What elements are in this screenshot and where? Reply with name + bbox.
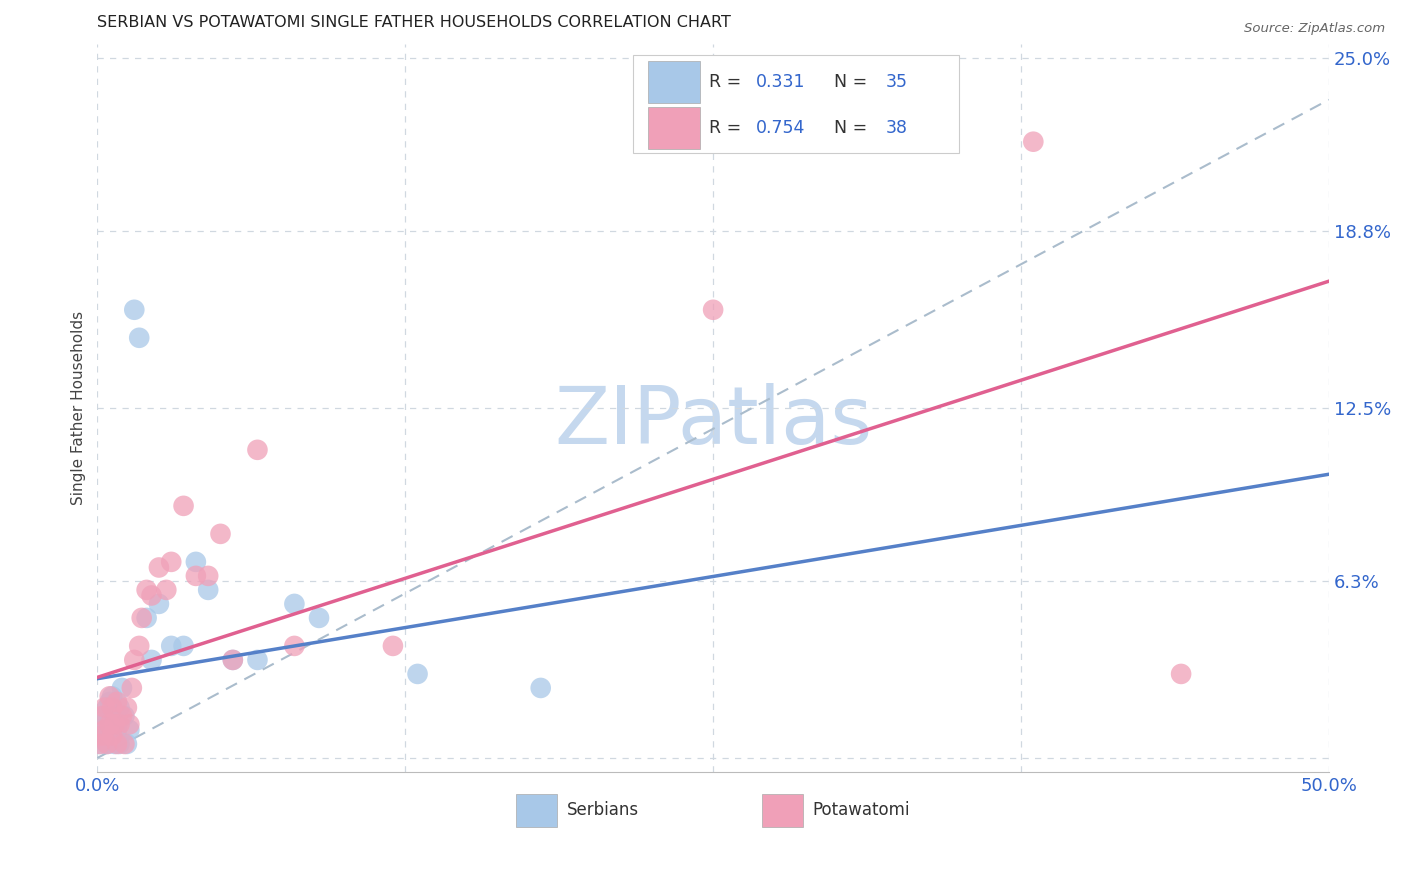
Point bbox=[111, 709, 134, 723]
Point bbox=[118, 723, 141, 737]
Text: SERBIAN VS POTAWATOMI SINGLE FATHER HOUSEHOLDS CORRELATION CHART: SERBIAN VS POTAWATOMI SINGLE FATHER HOUS… bbox=[97, 15, 731, 30]
Point bbox=[96, 737, 118, 751]
Point bbox=[1022, 135, 1045, 149]
Point bbox=[141, 653, 163, 667]
Point bbox=[93, 709, 115, 723]
Point bbox=[308, 611, 330, 625]
Point bbox=[184, 555, 207, 569]
Point bbox=[246, 442, 269, 457]
Point bbox=[148, 560, 170, 574]
Point bbox=[530, 681, 553, 695]
Text: 0.754: 0.754 bbox=[756, 120, 806, 137]
Point bbox=[93, 700, 115, 714]
Point bbox=[155, 582, 177, 597]
Point bbox=[246, 653, 269, 667]
Point bbox=[118, 717, 141, 731]
Point bbox=[108, 717, 131, 731]
Point bbox=[104, 737, 127, 751]
Point bbox=[222, 653, 245, 667]
Point bbox=[702, 302, 724, 317]
Text: R =: R = bbox=[710, 120, 747, 137]
Text: ZIPatlas: ZIPatlas bbox=[554, 384, 872, 461]
Point bbox=[128, 331, 150, 345]
Point bbox=[93, 723, 115, 737]
Point bbox=[89, 737, 111, 751]
Point bbox=[105, 695, 128, 709]
Point bbox=[173, 499, 195, 513]
Point bbox=[105, 737, 128, 751]
Point bbox=[93, 723, 115, 737]
Text: N =: N = bbox=[823, 120, 873, 137]
Text: 38: 38 bbox=[886, 120, 907, 137]
Text: Serbians: Serbians bbox=[567, 801, 638, 819]
Point bbox=[98, 695, 121, 709]
Point bbox=[101, 729, 124, 743]
Point bbox=[91, 729, 114, 743]
Text: 35: 35 bbox=[886, 72, 907, 91]
Text: Source: ZipAtlas.com: Source: ZipAtlas.com bbox=[1244, 22, 1385, 36]
Point bbox=[160, 639, 183, 653]
Point bbox=[108, 737, 131, 751]
Point bbox=[101, 700, 124, 714]
Point bbox=[111, 681, 134, 695]
Point bbox=[173, 639, 195, 653]
Point bbox=[184, 569, 207, 583]
Point bbox=[114, 737, 136, 751]
Point bbox=[104, 717, 127, 731]
Point bbox=[121, 681, 143, 695]
Y-axis label: Single Father Households: Single Father Households bbox=[72, 310, 86, 505]
Point bbox=[124, 302, 146, 317]
Point bbox=[91, 709, 114, 723]
Point bbox=[148, 597, 170, 611]
FancyBboxPatch shape bbox=[762, 794, 803, 827]
FancyBboxPatch shape bbox=[633, 54, 959, 153]
Point bbox=[96, 700, 118, 714]
Point bbox=[101, 729, 124, 743]
Point bbox=[135, 611, 157, 625]
Text: 0.331: 0.331 bbox=[756, 72, 806, 91]
Point bbox=[135, 582, 157, 597]
Point bbox=[114, 709, 136, 723]
Point bbox=[197, 569, 219, 583]
Text: Potawatomi: Potawatomi bbox=[813, 801, 910, 819]
Point bbox=[406, 667, 429, 681]
Point bbox=[160, 555, 183, 569]
Point bbox=[108, 700, 131, 714]
Point bbox=[104, 709, 127, 723]
Point bbox=[96, 737, 118, 751]
FancyBboxPatch shape bbox=[516, 794, 557, 827]
Point bbox=[283, 639, 305, 653]
Point bbox=[98, 717, 121, 731]
Text: R =: R = bbox=[710, 72, 747, 91]
Point bbox=[101, 690, 124, 704]
Point bbox=[283, 597, 305, 611]
Text: N =: N = bbox=[823, 72, 873, 91]
Point bbox=[91, 717, 114, 731]
Point bbox=[105, 723, 128, 737]
Point bbox=[222, 653, 245, 667]
Point bbox=[91, 729, 114, 743]
Point bbox=[381, 639, 404, 653]
Point bbox=[1170, 667, 1192, 681]
Point bbox=[115, 700, 138, 714]
Point bbox=[89, 737, 111, 751]
Point bbox=[141, 589, 163, 603]
Point bbox=[197, 582, 219, 597]
Point bbox=[98, 717, 121, 731]
Point bbox=[124, 653, 146, 667]
Point bbox=[115, 737, 138, 751]
Point bbox=[98, 690, 121, 704]
FancyBboxPatch shape bbox=[648, 107, 700, 150]
Point bbox=[128, 639, 150, 653]
Point bbox=[131, 611, 153, 625]
FancyBboxPatch shape bbox=[648, 61, 700, 103]
Point bbox=[209, 527, 232, 541]
